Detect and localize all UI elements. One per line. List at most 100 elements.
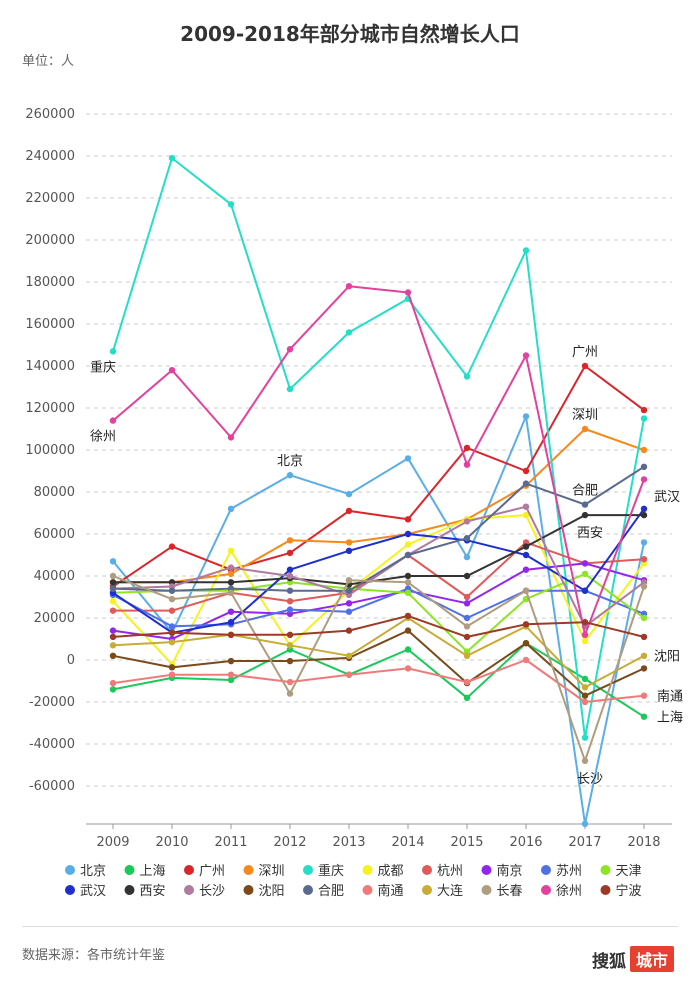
data-point: [463, 461, 471, 468]
legend-marker: [243, 885, 254, 895]
legend-label: 苏州: [556, 863, 582, 879]
legend-marker: [124, 885, 135, 895]
data-point: [345, 283, 353, 290]
x-tick-label: 2012: [273, 835, 306, 850]
legend-label: 大连: [437, 883, 463, 899]
legend-label: 重庆: [318, 863, 344, 879]
data-point: [640, 614, 648, 622]
y-tick-label: 60000: [34, 527, 75, 542]
data-point: [286, 690, 294, 697]
legend-marker: [243, 865, 254, 875]
x-tick-label: 2011: [214, 835, 247, 850]
data-point: [109, 348, 117, 355]
axes: 2600002400002200002000001800001600001400…: [25, 107, 672, 850]
series-line-苏州: [112, 587, 645, 628]
data-point: [227, 671, 235, 678]
data-point: [581, 820, 589, 827]
brand-logo: 搜狐 城市: [592, 946, 675, 972]
data-point: [404, 530, 412, 538]
legend-marker: [184, 865, 194, 875]
data-point: [227, 589, 235, 596]
data-point: [168, 587, 176, 594]
data-point: [463, 444, 471, 452]
legend-label: 上海: [140, 864, 166, 879]
x-tick-label: 2015: [450, 835, 483, 850]
data-point: [109, 633, 117, 641]
data-point: [286, 631, 294, 638]
data-point: [404, 589, 412, 596]
legend-label: 西安: [140, 884, 166, 899]
data-point: [227, 676, 235, 684]
y-tick-label: 160000: [25, 317, 75, 332]
legend-marker: [422, 865, 432, 875]
data-point: [286, 572, 294, 580]
annotation-label: 深圳: [572, 408, 598, 423]
data-point: [522, 467, 530, 475]
data-point: [581, 698, 589, 706]
data-point: [109, 598, 117, 605]
data-point: [227, 619, 235, 626]
y-tick-label: 20000: [34, 611, 75, 626]
data-point: [522, 413, 530, 420]
data-point: [286, 472, 294, 479]
x-tick-label: 2016: [509, 835, 542, 850]
legend-marker: [600, 885, 611, 895]
data-point: [640, 556, 648, 563]
data-point: [286, 598, 294, 605]
data-point: [522, 640, 530, 647]
data-point: [404, 579, 412, 586]
data-point: [404, 541, 412, 548]
data-point: [286, 642, 294, 649]
legend-label: 深圳: [259, 864, 285, 879]
data-point: [640, 633, 648, 641]
y-tick-label: 40000: [34, 569, 75, 584]
data-point: [522, 656, 530, 664]
y-tick-label: -60000: [29, 779, 75, 794]
y-tick-label: 220000: [25, 191, 75, 206]
data-point: [640, 463, 648, 470]
y-tick-label: 240000: [25, 149, 75, 164]
data-point: [581, 684, 589, 691]
data-point: [404, 612, 412, 620]
data-point: [227, 547, 235, 554]
data-point: [345, 539, 353, 546]
x-tick-label: 2009: [96, 835, 129, 850]
series-line-徐州: [112, 285, 645, 636]
legend-label: 长春: [497, 884, 523, 899]
data-point: [640, 583, 648, 590]
data-point: [109, 558, 117, 565]
data-point: [404, 665, 412, 672]
brand-name: 搜狐: [592, 951, 626, 972]
legend-marker: [481, 885, 492, 895]
data-point: [463, 694, 471, 701]
x-tick-label: 2013: [332, 835, 365, 850]
series-line-北京: [112, 415, 645, 825]
legend-marker: [541, 865, 551, 875]
data-point: [463, 572, 471, 580]
data-point: [581, 675, 589, 683]
series-line-长春: [112, 575, 645, 762]
data-point: [109, 579, 117, 586]
data-point: [109, 642, 117, 649]
legend-label: 成都: [378, 864, 404, 879]
series-line-长沙: [112, 505, 645, 628]
data-point: [345, 627, 353, 634]
data-point: [227, 570, 235, 578]
data-point: [581, 637, 589, 645]
data-point: [227, 631, 235, 638]
legend-marker: [65, 885, 75, 895]
series-line-广州: [112, 365, 645, 588]
data-point: [640, 665, 648, 672]
data-point: [286, 587, 294, 594]
data-point: [168, 629, 176, 636]
data-point: [640, 476, 648, 483]
data-point: [227, 201, 235, 208]
legend-marker: [600, 865, 611, 875]
data-point: [522, 566, 530, 573]
data-point: [286, 385, 294, 393]
data-point: [227, 608, 235, 615]
legend-label: 广州: [199, 864, 225, 879]
